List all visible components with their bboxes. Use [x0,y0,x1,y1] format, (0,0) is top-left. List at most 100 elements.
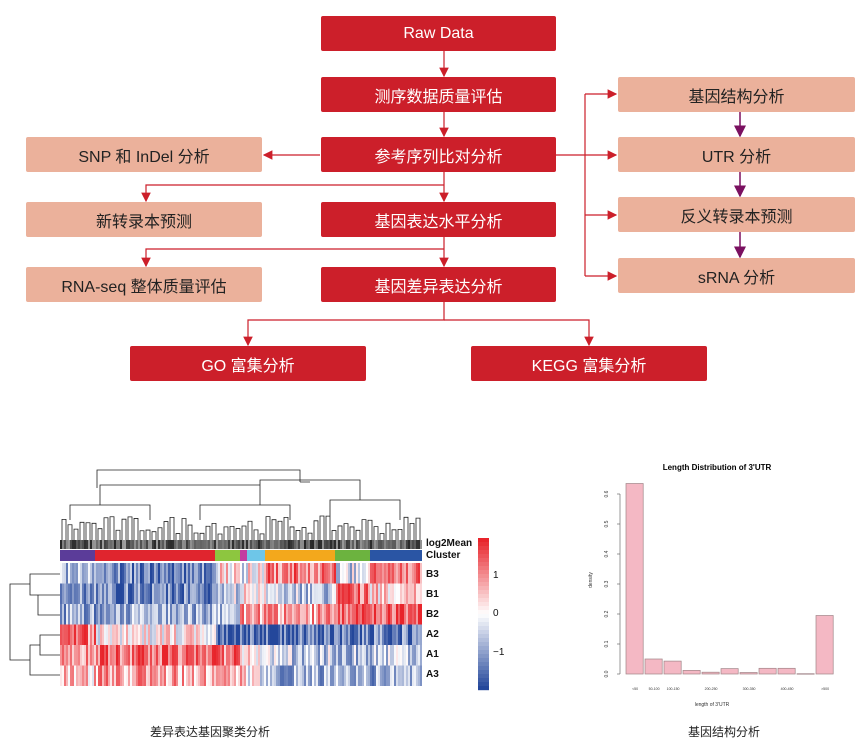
heatmap-cell [342,665,344,686]
heatmap-cell [250,665,252,686]
heatmap-cell [218,645,220,666]
log2mean-cell [230,540,232,549]
heatmap-cell [294,583,296,604]
x-tick-label: 200-250 [705,687,718,691]
heatmap-cell [96,563,98,584]
heatmap-cell [202,563,204,584]
heatmap-cell [342,563,344,584]
heatmap-cell [206,604,208,625]
heatmap-cell [380,665,382,686]
log2mean-cell [106,540,108,549]
heatmap-cell [68,645,70,666]
heatmap-cell [224,563,226,584]
log2mean-cell [122,540,124,549]
heatmap-cell [358,624,360,645]
heatmap-cell [316,665,318,686]
heatmap-cell [176,583,178,604]
heatmap-cell [420,583,422,604]
heatmap-cell [114,583,116,604]
log2mean-cell [246,540,248,549]
log2mean-cell [194,540,196,549]
heatmap-cell [310,645,312,666]
heatmap-cell [340,665,342,686]
heatmap-cell [66,624,68,645]
heatmap-cell [280,583,282,604]
heatmap-cell [264,645,266,666]
heatmap-cell [112,583,114,604]
heatmap-cell [244,665,246,686]
heatmap-cell [388,583,390,604]
heatmap-cell [354,665,356,686]
flow-step-antisense: 反义转录本预测 [618,197,855,232]
heatmap-cell [316,583,318,604]
log2mean-cell [112,540,114,549]
heatmap-cell [278,583,280,604]
annotation-label-cluster: Cluster [426,550,461,561]
heatmap-cell [302,604,304,625]
heatmap-cell [140,583,142,604]
heatmap-cell [232,583,234,604]
heatmap-cell [244,583,246,604]
log2mean-cell [414,540,416,549]
heatmap-cell [336,604,338,625]
log2mean-cell [364,540,366,549]
heatmap-cell [118,665,120,686]
heatmap-cell [400,563,402,584]
log2mean-cell [240,540,242,549]
heatmap-cell [122,624,124,645]
heatmap-cell [386,624,388,645]
log2mean-cell [272,540,274,549]
heatmap-cell [376,665,378,686]
heatmap-cell [334,624,336,645]
heatmap-cell [102,604,104,625]
heatmap-cell [416,645,418,666]
row-label: A3 [426,669,439,680]
heatmap-cell [412,665,414,686]
heatmap-cell [214,583,216,604]
heatmap-cell [408,563,410,584]
heatmap-cell [192,563,194,584]
heatmap-cell [196,645,198,666]
heatmap-cell [118,563,120,584]
heatmap-cell [112,665,114,686]
heatmap-cell [396,645,398,666]
log2mean-cell [404,540,406,549]
log2mean-cell [72,540,74,549]
color-legend-step [478,546,489,551]
log2mean-cell [398,540,400,549]
heatmap-cell [376,624,378,645]
log2mean-cell [186,540,188,549]
heatmap-cell [388,563,390,584]
log2mean-cell [362,540,364,549]
heatmap-cell [274,563,276,584]
heatmap-cell [300,583,302,604]
log2mean-cell [138,540,140,549]
heatmap-cell [208,665,210,686]
heatmap-cell [140,624,142,645]
heatmap-cell [200,645,202,666]
log2mean-cell [418,540,420,549]
heatmap-cell [274,604,276,625]
chart-title: Length Distribution of 3'UTR [663,463,772,472]
heatmap-cell [74,624,76,645]
heatmap-cell [236,583,238,604]
heatmap-cell [204,645,206,666]
heatmap-cell [252,645,254,666]
heatmap-cell [120,583,122,604]
heatmap-cell [122,563,124,584]
heatmap-cell [286,645,288,666]
color-legend-step [478,538,489,543]
heatmap-cell [72,563,74,584]
color-legend-step [478,558,489,563]
log2mean-cell [290,540,292,549]
heatmap-cell [228,563,230,584]
x-axis-label: length of 3'UTR [695,702,730,708]
heatmap-cell [268,604,270,625]
heatmap-cell [128,665,130,686]
heatmap-cell [182,604,184,625]
log2mean-cell [348,540,350,549]
heatmap-cell [330,604,332,625]
heatmap-cell [348,645,350,666]
heatmap-cell [194,563,196,584]
